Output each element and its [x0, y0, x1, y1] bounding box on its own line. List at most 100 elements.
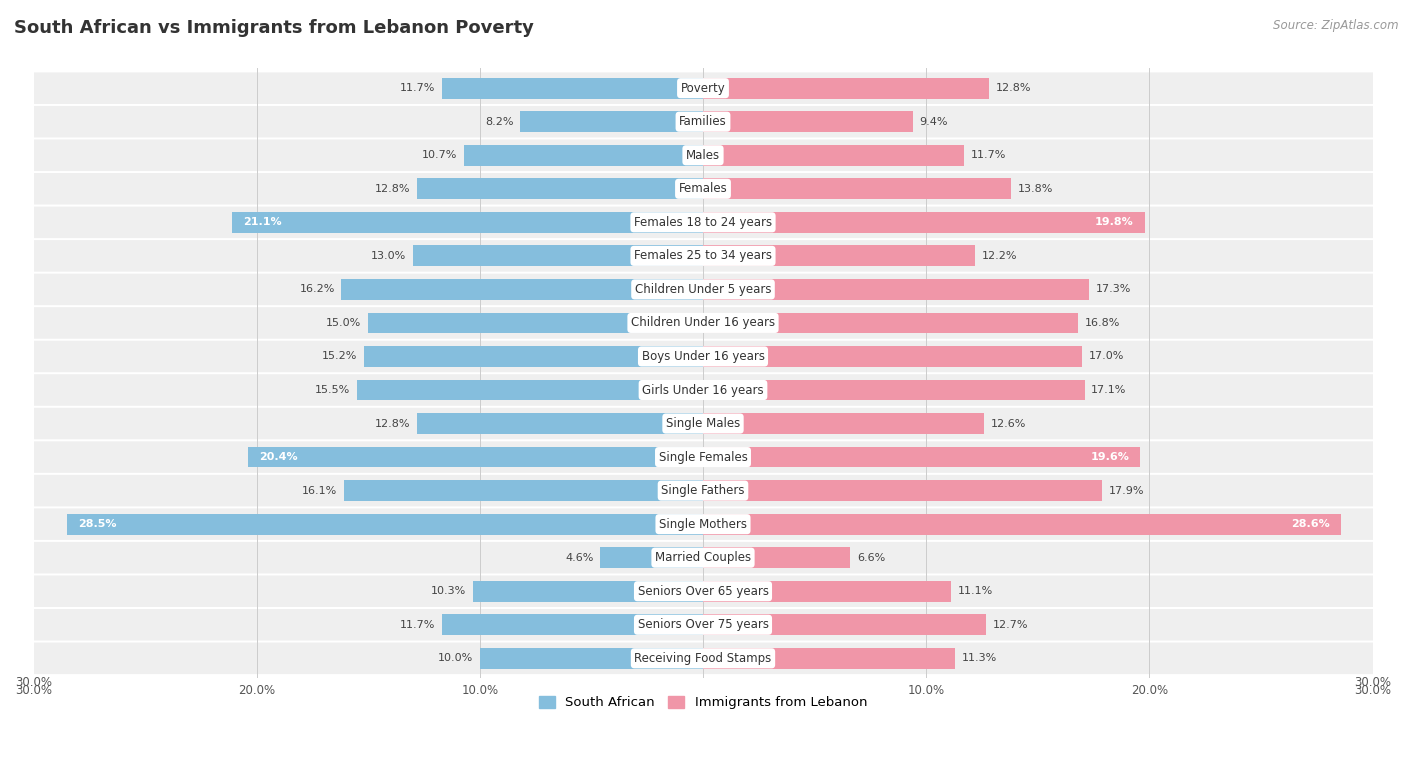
- FancyBboxPatch shape: [22, 441, 1384, 473]
- Text: 12.8%: 12.8%: [995, 83, 1031, 93]
- Bar: [703, 111, 912, 132]
- Bar: [703, 178, 1011, 199]
- Bar: [67, 514, 703, 534]
- Text: 28.5%: 28.5%: [79, 519, 117, 529]
- FancyBboxPatch shape: [22, 106, 1384, 137]
- Text: 21.1%: 21.1%: [243, 218, 281, 227]
- Text: Girls Under 16 years: Girls Under 16 years: [643, 384, 763, 396]
- Text: Families: Families: [679, 115, 727, 128]
- Bar: [703, 446, 1140, 468]
- Bar: [441, 615, 703, 635]
- Text: 11.1%: 11.1%: [957, 586, 993, 597]
- Text: 12.8%: 12.8%: [375, 418, 411, 428]
- Bar: [418, 413, 703, 434]
- Text: Seniors Over 75 years: Seniors Over 75 years: [637, 619, 769, 631]
- Bar: [703, 279, 1090, 300]
- Bar: [703, 514, 1341, 534]
- Text: 8.2%: 8.2%: [485, 117, 513, 127]
- FancyBboxPatch shape: [22, 575, 1384, 607]
- Bar: [703, 648, 955, 669]
- Bar: [703, 481, 1102, 501]
- Bar: [368, 312, 703, 334]
- FancyBboxPatch shape: [22, 240, 1384, 271]
- FancyBboxPatch shape: [22, 307, 1384, 339]
- Text: 30.0%: 30.0%: [15, 675, 52, 689]
- Text: Single Fathers: Single Fathers: [661, 484, 745, 497]
- FancyBboxPatch shape: [22, 207, 1384, 238]
- Text: 16.8%: 16.8%: [1084, 318, 1121, 328]
- Text: 30.0%: 30.0%: [1354, 675, 1391, 689]
- Text: 17.1%: 17.1%: [1091, 385, 1126, 395]
- Text: 9.4%: 9.4%: [920, 117, 948, 127]
- Text: Seniors Over 65 years: Seniors Over 65 years: [637, 584, 769, 598]
- Text: Poverty: Poverty: [681, 82, 725, 95]
- Text: 15.2%: 15.2%: [322, 352, 357, 362]
- Text: Females 18 to 24 years: Females 18 to 24 years: [634, 216, 772, 229]
- FancyBboxPatch shape: [22, 173, 1384, 205]
- Text: 17.3%: 17.3%: [1095, 284, 1132, 294]
- FancyBboxPatch shape: [22, 374, 1384, 406]
- Text: 11.3%: 11.3%: [962, 653, 997, 663]
- Text: 11.7%: 11.7%: [970, 150, 1007, 160]
- Text: 12.6%: 12.6%: [991, 418, 1026, 428]
- Text: 16.2%: 16.2%: [299, 284, 335, 294]
- Text: 6.6%: 6.6%: [858, 553, 886, 562]
- Bar: [479, 648, 703, 669]
- Text: Males: Males: [686, 149, 720, 161]
- FancyBboxPatch shape: [22, 475, 1384, 506]
- Bar: [703, 78, 988, 99]
- Bar: [364, 346, 703, 367]
- Text: 13.8%: 13.8%: [1018, 183, 1053, 194]
- Text: 28.6%: 28.6%: [1291, 519, 1330, 529]
- Legend: South African, Immigrants from Lebanon: South African, Immigrants from Lebanon: [534, 691, 872, 715]
- Bar: [703, 246, 976, 266]
- Text: 10.0%: 10.0%: [437, 653, 474, 663]
- Text: 17.0%: 17.0%: [1090, 352, 1125, 362]
- Bar: [247, 446, 703, 468]
- FancyBboxPatch shape: [22, 73, 1384, 104]
- Text: 19.6%: 19.6%: [1091, 452, 1129, 462]
- Text: 12.8%: 12.8%: [375, 183, 411, 194]
- Bar: [703, 615, 987, 635]
- Text: Single Males: Single Males: [666, 417, 740, 430]
- Bar: [342, 279, 703, 300]
- Bar: [357, 380, 703, 400]
- Bar: [703, 547, 851, 568]
- Bar: [441, 78, 703, 99]
- FancyBboxPatch shape: [22, 340, 1384, 372]
- Bar: [703, 145, 965, 166]
- Bar: [464, 145, 703, 166]
- Text: 15.0%: 15.0%: [326, 318, 361, 328]
- Bar: [343, 481, 703, 501]
- FancyBboxPatch shape: [22, 139, 1384, 171]
- Text: 4.6%: 4.6%: [565, 553, 593, 562]
- Text: 19.8%: 19.8%: [1095, 218, 1133, 227]
- Text: 17.9%: 17.9%: [1109, 486, 1144, 496]
- Text: 10.7%: 10.7%: [422, 150, 457, 160]
- Text: 20.4%: 20.4%: [259, 452, 298, 462]
- Text: Source: ZipAtlas.com: Source: ZipAtlas.com: [1274, 19, 1399, 32]
- Bar: [703, 581, 950, 602]
- FancyBboxPatch shape: [22, 542, 1384, 574]
- Bar: [703, 312, 1078, 334]
- Text: Married Couples: Married Couples: [655, 551, 751, 564]
- Bar: [703, 346, 1083, 367]
- FancyBboxPatch shape: [22, 643, 1384, 674]
- FancyBboxPatch shape: [22, 609, 1384, 641]
- Text: 11.7%: 11.7%: [399, 83, 436, 93]
- Text: 12.7%: 12.7%: [993, 620, 1029, 630]
- Bar: [474, 581, 703, 602]
- Text: Children Under 16 years: Children Under 16 years: [631, 316, 775, 330]
- Bar: [600, 547, 703, 568]
- Text: Boys Under 16 years: Boys Under 16 years: [641, 350, 765, 363]
- Text: South African vs Immigrants from Lebanon Poverty: South African vs Immigrants from Lebanon…: [14, 19, 534, 37]
- Text: Females: Females: [679, 182, 727, 196]
- Text: Children Under 5 years: Children Under 5 years: [634, 283, 772, 296]
- Text: Receiving Food Stamps: Receiving Food Stamps: [634, 652, 772, 665]
- Bar: [418, 178, 703, 199]
- Bar: [413, 246, 703, 266]
- FancyBboxPatch shape: [22, 408, 1384, 440]
- Text: 11.7%: 11.7%: [399, 620, 436, 630]
- Text: 15.5%: 15.5%: [315, 385, 350, 395]
- Text: Females 25 to 34 years: Females 25 to 34 years: [634, 249, 772, 262]
